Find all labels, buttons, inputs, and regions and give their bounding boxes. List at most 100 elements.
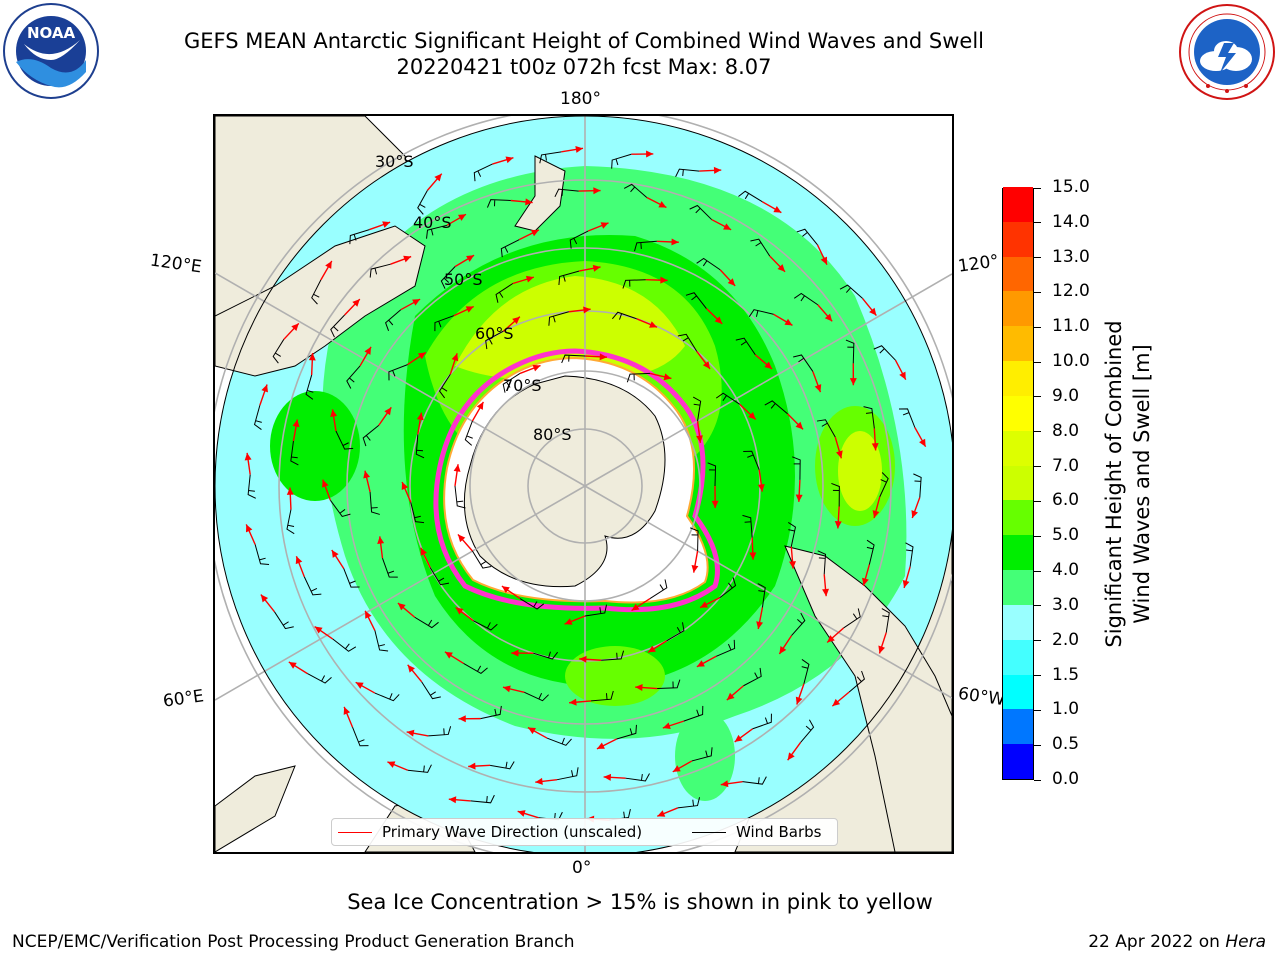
wave-direction-arrowhead xyxy=(412,299,421,306)
colorbar-segment xyxy=(1003,639,1033,675)
wind-barb xyxy=(742,776,767,785)
wave-direction-arrowhead xyxy=(726,692,735,701)
wave-direction-arrowhead xyxy=(599,353,607,361)
wave-direction-arrowhead xyxy=(787,752,795,761)
wave-direction-arrowhead xyxy=(820,256,827,265)
colorbar-tick-mark xyxy=(1034,570,1041,572)
wind-barb xyxy=(547,737,572,746)
colorbar-segment xyxy=(1003,360,1033,396)
lat-label-50s: 50°S xyxy=(444,270,483,289)
wind-barb xyxy=(495,283,514,303)
wave-direction-arrowhead xyxy=(871,443,879,451)
wave-direction-arrowhead xyxy=(919,438,926,447)
wind-barb xyxy=(848,670,866,693)
wave-direction-arrowhead xyxy=(468,762,476,770)
colorbar-segment xyxy=(1003,290,1033,327)
wave-direction-arrowhead xyxy=(377,536,385,544)
colorbar-tick-label: 7.0 xyxy=(1052,455,1080,476)
colorbar-tick-mark xyxy=(1034,605,1041,607)
wave-direction-arrowhead xyxy=(734,734,743,742)
legend-swatch-primary-wave xyxy=(338,832,372,833)
wave-direction-arrowhead xyxy=(457,534,466,543)
lat-label-40s: 40°S xyxy=(413,213,452,232)
wind-barb xyxy=(429,567,450,586)
colorbar-tick-label: 11.0 xyxy=(1052,316,1090,337)
wind-barb xyxy=(307,673,332,684)
colorbar-tick-label: 0.5 xyxy=(1052,734,1080,755)
wind-barb xyxy=(792,456,801,480)
wave-direction-arrowhead xyxy=(824,313,833,322)
wind-barb xyxy=(843,608,861,629)
wind-barb xyxy=(584,604,608,617)
wind-barb xyxy=(524,691,549,702)
wind-barb xyxy=(485,330,504,350)
wave-direction-arrowhead xyxy=(364,346,372,355)
colorbar-tick-label: 2.0 xyxy=(1052,629,1080,650)
wind-barb xyxy=(683,705,704,722)
wave-direction-arrowhead xyxy=(476,401,484,410)
wave-direction-arrowhead xyxy=(579,655,587,663)
wave-direction-arrowhead xyxy=(365,610,372,619)
colorbar-tick-mark xyxy=(1034,291,1041,293)
colorbar-tick-mark xyxy=(1034,535,1041,537)
wave-direction-arrowhead xyxy=(657,810,666,817)
lon-label-120e: 120°E xyxy=(148,250,203,278)
colorbar-tick-mark xyxy=(1034,187,1041,189)
wave-direction-arrowhead xyxy=(444,651,453,659)
wind-barb xyxy=(913,473,922,498)
wind-barb xyxy=(415,434,425,459)
wave-direction-arrowhead xyxy=(569,698,577,706)
wave-direction-arrowhead xyxy=(406,729,415,737)
wind-barb xyxy=(362,424,380,447)
colorbar-tick-label: 3.0 xyxy=(1052,594,1080,615)
colorbar-segment xyxy=(1003,395,1033,431)
wind-barb xyxy=(558,270,580,286)
wave-direction-arrowhead xyxy=(291,323,299,331)
wind-barb xyxy=(254,544,270,565)
colorbar-segment xyxy=(1003,186,1033,222)
colorbar-segment xyxy=(1003,221,1033,257)
wave-direction-arrowhead xyxy=(292,419,300,428)
polar-map xyxy=(215,116,952,852)
wind-barb xyxy=(611,153,632,169)
wave-direction-arrowhead xyxy=(658,201,667,208)
lon-label-180: 180° xyxy=(560,89,601,109)
wave-direction-arrowhead xyxy=(660,276,668,284)
wind-barb xyxy=(352,727,369,747)
wave-direction-arrowhead xyxy=(448,796,457,804)
colorbar-tick-mark xyxy=(1034,744,1041,746)
wave-direction-arrowhead xyxy=(286,487,294,495)
wave-direction-arrowhead xyxy=(691,564,699,573)
wave-direction-arrowhead xyxy=(363,470,371,479)
wave-direction-arrowhead xyxy=(646,150,654,158)
wave-direction-arrowhead xyxy=(244,452,252,461)
wave-direction-arrowhead xyxy=(530,229,539,237)
wind-barb xyxy=(800,719,815,743)
wave-direction-arrowhead xyxy=(702,361,710,369)
wave-direction-arrowhead xyxy=(288,661,297,669)
wind-barb xyxy=(649,579,668,600)
wave-direction-arrowhead xyxy=(757,483,765,492)
colorbar-tick-mark xyxy=(1034,431,1041,433)
wind-barb xyxy=(707,462,717,487)
wave-direction-arrowhead xyxy=(403,255,412,263)
wave-direction-arrowhead xyxy=(784,318,793,326)
wave-direction-arrowhead xyxy=(713,166,722,174)
wind-barb xyxy=(793,292,819,306)
chart-subtitle: 20220421 t00z 072h fcst Max: 8.07 xyxy=(396,55,772,79)
wind-barb xyxy=(286,509,295,535)
wave-direction-arrowhead xyxy=(525,275,534,283)
wind-barb xyxy=(622,279,646,289)
colorbar-segment xyxy=(1003,325,1033,362)
colorbar-segment xyxy=(1003,465,1033,501)
colorbar-segment xyxy=(1003,534,1033,571)
wind-barb xyxy=(305,374,314,400)
wave-direction-arrowhead xyxy=(416,412,424,421)
wave-direction-arrowhead xyxy=(749,552,757,560)
wave-direction-arrowhead xyxy=(748,411,756,420)
wave-direction-arrowhead xyxy=(836,450,843,459)
wind-barb xyxy=(716,639,736,657)
colorbar-tick-mark xyxy=(1034,257,1041,259)
colorbar-tick-label: 8.0 xyxy=(1052,420,1080,441)
wind-barb xyxy=(428,726,452,737)
